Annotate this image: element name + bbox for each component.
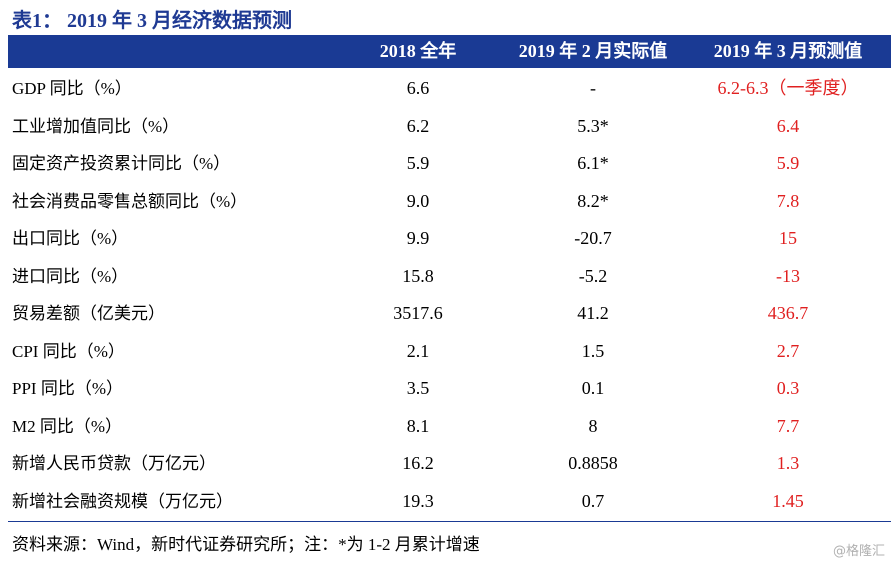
- table-cell: -13: [776, 265, 800, 286]
- table-cell: 7.7: [776, 415, 800, 436]
- bottom-rule: [8, 521, 891, 522]
- table-cell: 新增社会融资规模（万亿元）: [12, 491, 233, 511]
- table-cell: 6.4: [776, 115, 800, 136]
- table-cell: 新增人民币贷款（万亿元）: [12, 454, 216, 473]
- table-cell: 工业增加值同比（%）: [12, 116, 180, 136]
- table-cell: -20.7: [574, 228, 612, 248]
- table-row: CPI 同比（%） 2.1 1.5 2.7: [8, 333, 891, 370]
- table-cell: 5.9: [406, 153, 430, 173]
- table-cell: 6.2-6.3（一季度）: [717, 78, 859, 98]
- table-cell: 6.2: [406, 115, 430, 136]
- table-cell: 7.8: [776, 190, 800, 211]
- table-cell: PPI 同比（%）: [12, 379, 123, 398]
- header-cell: 2019 年 2 月实际值: [518, 41, 668, 61]
- table-cell: 19.3: [402, 490, 434, 511]
- table-row: 贸易差额（亿美元） 3517.6 41.2 436.7: [8, 295, 891, 332]
- table-cell: 41.2: [577, 303, 609, 323]
- header-cell: 2019 年 3 月预测值: [713, 41, 863, 61]
- table-cell: 进口同比（%）: [12, 266, 129, 286]
- table-row: M2 同比（%） 8.1 8 7.7: [8, 408, 891, 445]
- table-cell: 贸易差额（亿美元）: [12, 304, 165, 323]
- table-cell: 0.7: [581, 490, 605, 511]
- table-cell: 2.1: [406, 340, 430, 361]
- table-cell: 9.9: [406, 228, 430, 248]
- table-cell: 15.8: [402, 265, 434, 286]
- table-cell: 9.0: [406, 190, 430, 211]
- watermark: @格隆汇: [832, 544, 885, 559]
- table-cell: 3517.6: [393, 303, 443, 323]
- table-cell: 社会消费品零售总额同比（%）: [12, 191, 248, 211]
- table-cell: 8: [588, 415, 598, 436]
- header-cell: 2018 全年: [379, 41, 457, 61]
- table-row: GDP 同比（%） 6.6 - 6.2-6.3（一季度）: [8, 70, 891, 107]
- table-cell: M2 同比（%）: [12, 416, 123, 436]
- table-row: PPI 同比（%） 3.5 0.1 0.3: [8, 370, 891, 407]
- table-cell: 1.45: [772, 490, 804, 511]
- table-cell: GDP 同比（%）: [12, 79, 132, 98]
- table-row: 新增人民币贷款（万亿元） 16.2 0.8858 1.3: [8, 445, 891, 482]
- table-row: 进口同比（%） 15.8 -5.2 -13: [8, 258, 891, 295]
- source-note: 资料来源：Wind，新时代证券研究所；注：*为 1-2 月累计增速: [12, 535, 480, 554]
- table-cell: 6.1*: [577, 153, 609, 173]
- header-row: 2018 全年 2019 年 2 月实际值 2019 年 3 月预测值: [8, 35, 891, 68]
- table-cell: 3.5: [406, 378, 430, 398]
- table-cell: 8.1: [406, 415, 430, 436]
- table-row: 工业增加值同比（%） 6.2 5.3* 6.4: [8, 108, 891, 145]
- table-cell: 固定资产投资累计同比（%）: [12, 154, 231, 173]
- table-cell: 15: [779, 228, 797, 248]
- table-row: 社会消费品零售总额同比（%） 9.0 8.2* 7.8: [8, 183, 891, 220]
- table-cell: 0.3: [776, 378, 800, 398]
- table-row: 出口同比（%） 9.9 -20.7 15: [8, 220, 891, 257]
- table-cell: 0.8858: [568, 453, 618, 473]
- table-row: 固定资产投资累计同比（%） 5.9 6.1* 5.9: [8, 145, 891, 182]
- table-cell: 5.9: [776, 153, 800, 173]
- table-cell: 8.2*: [577, 190, 609, 211]
- table-cell: 5.3*: [577, 115, 609, 136]
- table-cell: 出口同比（%）: [12, 229, 129, 248]
- table-cell: 16.2: [402, 453, 434, 473]
- table-cell: 6.6: [406, 78, 430, 98]
- table-cell: 1.3: [776, 453, 800, 473]
- table-row: 新增社会融资规模（万亿元） 19.3 0.7 1.45: [8, 483, 891, 520]
- table-cell: 0.1: [581, 378, 605, 398]
- table-title: 表1： 2019 年 3 月经济数据预测: [12, 10, 292, 32]
- table-cell: -: [590, 78, 596, 98]
- table-cell: 436.7: [767, 303, 809, 323]
- table-cell: 2.7: [776, 340, 800, 361]
- table-cell: -5.2: [578, 265, 608, 286]
- table-cell: 1.5: [581, 340, 605, 361]
- table-cell: CPI 同比（%）: [12, 341, 125, 361]
